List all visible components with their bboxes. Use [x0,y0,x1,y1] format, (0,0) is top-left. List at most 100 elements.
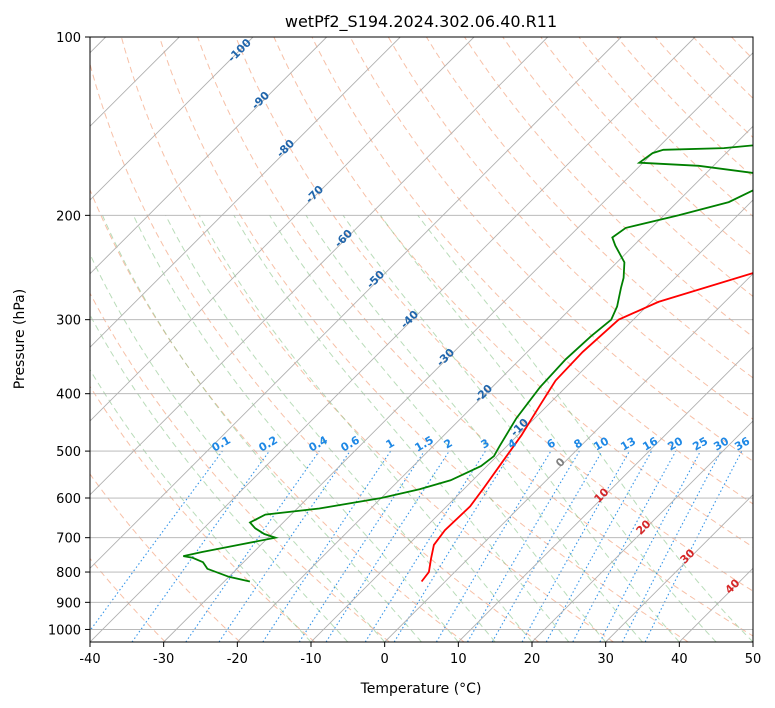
dry-adiabat-label: -40 [398,308,421,331]
dry-adiabat-line [90,385,316,642]
x-tick-label: -30 [153,652,174,667]
x-tick-label: 50 [745,652,762,667]
isotherm-line [384,273,753,642]
mixing-ratio-label: 6 [545,436,558,451]
y-tick-label: 600 [56,492,81,507]
mixing-ratio-line [364,450,486,642]
y-tick-label: 500 [56,445,81,460]
x-tick-label: -20 [227,652,248,667]
isotherm-line [90,37,401,348]
isotherm-line [531,420,753,642]
moist-adiabat-line [417,215,753,642]
y-tick-label: 700 [56,532,81,547]
x-tick-label: 10 [450,652,467,667]
moist-adiabat-line [90,368,312,642]
dry-adiabat-line [311,37,753,505]
mixing-ratio-line [545,450,653,642]
mixing-ratio-line [325,450,450,642]
dry-adiabat-line [273,37,753,548]
y-tick-label: 100 [56,31,81,46]
isotherm-line [163,52,753,642]
dry-adiabat-line [235,37,753,592]
isotherm-line [90,37,328,275]
dry-adiabat-line [90,473,241,642]
y-tick-label: 1000 [48,623,81,638]
isotherm-line [310,199,753,642]
moist-adiabat-label: 10 [592,485,612,505]
mixing-ratio-label: 16 [640,434,660,453]
dry-adiabat-line [578,37,753,218]
isotherm-line [90,37,475,422]
moist-adiabat-line [165,215,496,642]
dry-adiabat-line [90,62,540,642]
isotherm-line [90,37,549,496]
dry-adiabat-line [464,37,753,338]
dry-adiabat-label: -20 [472,382,495,405]
moist-adiabat-line [90,313,349,642]
mixing-ratio-line [393,450,513,642]
moist-adiabat-label: 0 [553,455,568,470]
temperature-profile [420,272,753,583]
mixing-ratio-label: 36 [732,434,752,453]
dry-adiabat-line [692,37,753,99]
chart-title: wetPf2_S194.2024.302.06.40.R11 [285,12,557,32]
dewpoint-profile [183,144,753,583]
mixing-ratio-label: 20 [665,434,685,453]
mixing-ratio-line [131,450,270,642]
moist-adiabat-label: 30 [678,546,698,566]
dry-adiabat-line [159,37,689,642]
isotherm-line [90,37,622,569]
dry-adiabat-line [770,37,775,642]
mixing-ratio-label: 1 [384,436,397,451]
mixing-ratio-label: 10 [591,434,611,453]
moist-adiabat-label: 20 [634,517,654,537]
mixing-ratio-line [621,450,722,642]
moist-adiabat-line [342,215,680,642]
mixing-ratio-line [467,450,580,642]
background-lines [90,37,775,642]
mixing-ratio-line [262,450,392,642]
mixing-ratio-line [218,450,351,642]
mixing-ratio-line [599,450,701,642]
dry-adiabat-line [90,292,390,642]
y-tick-label: 900 [56,596,81,611]
dry-adiabat-line [90,188,465,642]
isotherm-line [90,37,696,642]
moist-adiabat-line [198,215,533,642]
y-tick-label: 300 [56,314,81,329]
plot-frame [89,36,754,643]
isotherm-line [90,37,254,201]
series-layer [183,144,753,583]
isotherm-line [752,641,753,642]
dry-adiabat-line [349,37,753,462]
moist-adiabat-line [305,215,643,642]
mixing-ratio-line [521,450,630,642]
x-axis-label: Temperature (°C) [360,681,482,697]
dry-adiabat-label: -30 [434,346,457,369]
moist-adiabat-line [379,215,717,642]
x-tick-label: -10 [300,652,321,667]
dry-adiabat-line [502,37,753,298]
isotherm-line [457,346,753,642]
y-tick-label: 400 [56,388,81,403]
moist-adiabat-label: 40 [723,576,743,596]
x-tick-label: -40 [79,652,100,667]
moist-adiabat-line [233,215,570,642]
x-tick-label: 20 [524,652,541,667]
mixing-ratio-line [572,450,677,642]
isotherm-line [605,494,753,642]
dry-adiabat-label: -70 [303,183,326,206]
dry-adiabat-label: -80 [274,137,297,160]
x-tick-label: 0 [381,652,389,667]
mixing-ratio-line [185,450,320,642]
isotherm-line [678,567,753,642]
y-axis-label: Pressure (hPa) [12,289,28,389]
dry-adiabat-line [425,37,753,379]
dry-adiabat-label: -10 [508,416,531,439]
axes-layer: -40 -30 -20 -10 0 10 20 30 40 5010020030040050060… [48,31,761,667]
dry-adiabat-line [387,37,753,420]
isotherm-line [236,125,753,642]
dry-adiabat-label: -60 [332,227,355,250]
moist-adiabat-line [90,253,386,642]
